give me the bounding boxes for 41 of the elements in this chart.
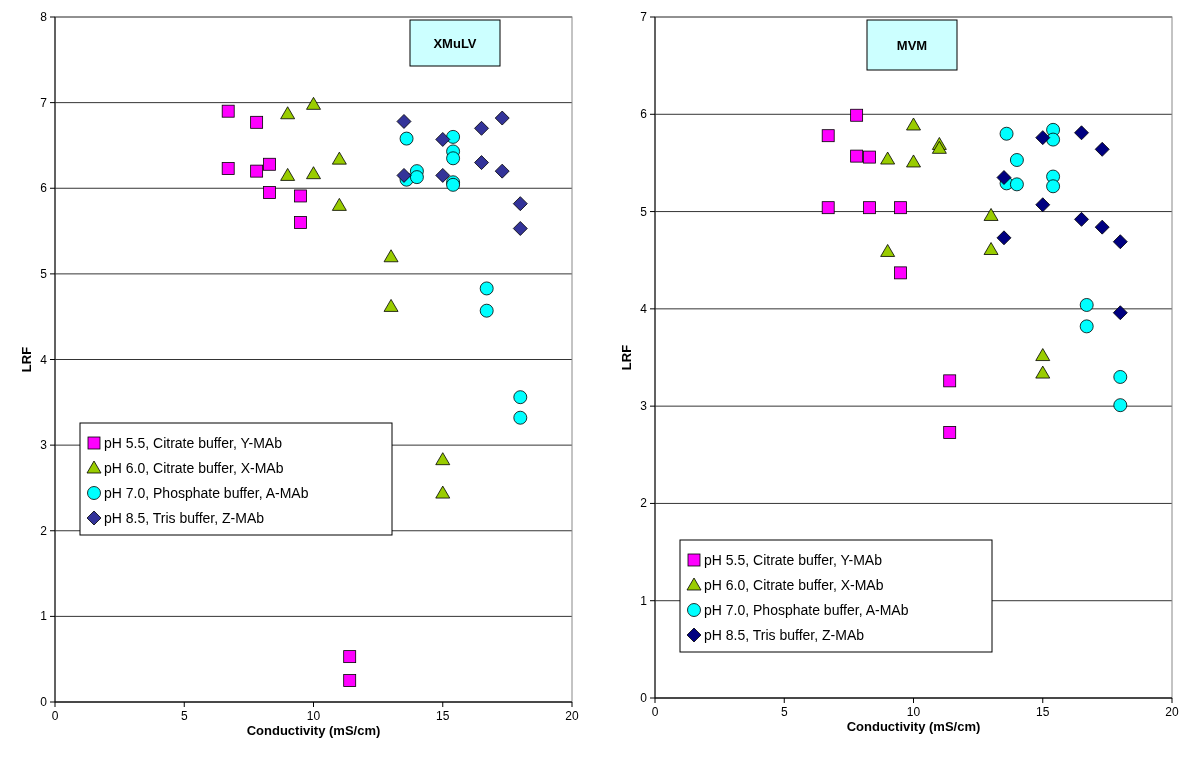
y-tick-label: 4 — [40, 352, 48, 367]
text: XMuLV — [433, 36, 477, 51]
legend-label: pH 8.5, Tris buffer, Z-MAb — [104, 510, 265, 526]
x-tick-label: 20 — [1165, 705, 1179, 719]
x-tick-label: 10 — [906, 705, 921, 719]
y-tick-label: 3 — [640, 399, 648, 414]
x-tick-label: 0 — [651, 705, 659, 719]
legend-label: pH 5.5, Citrate buffer, Y-MAb — [104, 435, 283, 451]
y-tick-label: 1 — [640, 593, 648, 608]
y-tick-label: 4 — [640, 301, 648, 316]
y-tick-label: 6 — [40, 181, 48, 196]
x-tick-label: 15 — [436, 709, 450, 723]
y-tick-label: 0 — [640, 691, 648, 705]
legend-label: pH 7.0, Phosphate buffer, A-MAb — [104, 485, 309, 501]
y-tick-label: 8 — [40, 10, 48, 24]
x-tick-label: 5 — [180, 709, 188, 723]
y-tick-label: 7 — [640, 10, 648, 24]
legend-label: pH 6.0, Citrate buffer, X-MAb — [104, 460, 284, 476]
y-axis-title: LRF — [619, 344, 634, 371]
x-tick-label: 5 — [780, 705, 788, 719]
y-tick-label: 5 — [640, 204, 648, 219]
y-axis-title: LRF — [19, 346, 34, 373]
y-tick-label: 0 — [40, 695, 48, 709]
legend-label: pH 5.5, Citrate buffer, Y-MAb — [704, 552, 883, 568]
x-axis-title: Conductivity (mS/cm) — [846, 719, 981, 734]
y-tick-label: 7 — [40, 95, 48, 110]
x-axis-title: Conductivity (mS/cm) — [246, 723, 381, 738]
x-tick-label: 15 — [1036, 705, 1050, 719]
y-tick-label: 2 — [640, 496, 648, 511]
x-tick-label: 20 — [565, 709, 579, 723]
text: MVM — [896, 38, 928, 53]
y-tick-label: 2 — [40, 523, 48, 538]
legend-label: pH 8.5, Tris buffer, Z-MAb — [704, 627, 865, 643]
y-tick-label: 6 — [640, 107, 648, 122]
legend-label: pH 7.0, Phosphate buffer, A-MAb — [704, 602, 909, 618]
legend-label: pH 6.0, Citrate buffer, X-MAb — [704, 577, 884, 593]
y-tick-label: 3 — [40, 438, 48, 453]
x-tick-label: 10 — [306, 709, 321, 723]
x-tick-label: 0 — [51, 709, 59, 723]
y-tick-label: 5 — [40, 266, 48, 281]
y-tick-label: 1 — [40, 609, 48, 624]
